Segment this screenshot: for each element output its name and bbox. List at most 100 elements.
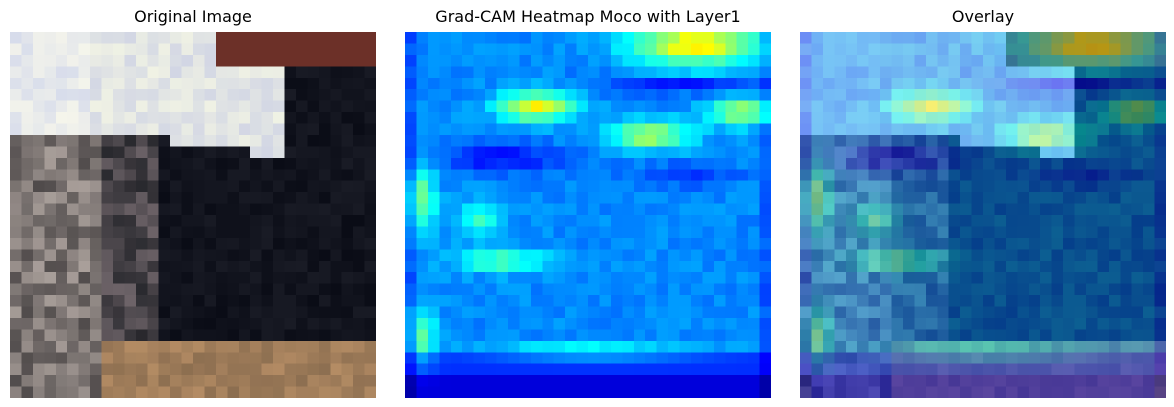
heatmap-cell [845,272,858,284]
heatmap-cell [925,352,938,364]
heatmap-cell [668,123,680,135]
heatmap-cell [565,375,577,387]
heatmap-cell [633,192,646,204]
heatmap-cell [800,100,812,113]
heatmap-cell [55,32,68,44]
heatmap-cell [44,329,56,341]
heatmap-cell [485,272,497,284]
heatmap-cell [834,283,846,296]
heatmap-cell [507,329,520,341]
heatmap-cell [937,295,949,307]
heatmap-cell [307,363,319,376]
heatmap-cell [238,306,251,318]
heatmap-cell [1051,295,1064,307]
heatmap-cell [702,249,714,261]
heatmap-cell [181,89,193,101]
heatmap-cell [44,123,56,135]
heatmap-cell [713,375,726,387]
heatmap-cell [948,317,961,330]
heatmap-cell [1085,237,1098,250]
heatmap-cell [204,226,216,238]
heatmap-cell [405,134,417,147]
heatmap-cell [1051,203,1064,215]
heatmap-cell [622,66,634,78]
heatmap-cell [845,340,858,353]
heatmap-cell [800,123,812,135]
heatmap-cell [44,66,56,78]
heatmap-cell [914,169,926,181]
heatmap-cell [1143,100,1155,113]
heatmap-cell [307,340,319,353]
heatmap-cell [439,260,451,273]
heatmap-cell [725,66,737,78]
heatmap-cell [450,43,463,55]
heatmap-cell [1028,146,1041,158]
heatmap-cell [530,192,543,204]
heatmap-cell [450,180,463,193]
heatmap-cell [10,192,22,204]
heatmap-cell [1154,363,1166,376]
heatmap-cell [307,295,319,307]
heatmap-cell [713,340,726,353]
heatmap-cell [90,43,102,55]
heatmap-cell [971,77,983,90]
heatmap-cell [994,272,1006,284]
heatmap-cell [307,100,319,113]
heatmap-cell [668,283,680,296]
heatmap-cell [124,306,136,318]
heatmap-cell [880,329,892,341]
heatmap-cell [1040,43,1052,55]
heatmap-cell [748,295,760,307]
heatmap-cell [10,169,22,181]
heatmap-cell [971,306,983,318]
heatmap-cell [364,329,376,341]
heatmap-cell [679,112,691,124]
heatmap-cell [204,43,216,55]
heatmap-cell [834,169,846,181]
heatmap-cell [112,77,125,90]
heatmap-cell [588,180,600,193]
heatmap-cell [295,112,308,124]
heatmap-cell [622,169,634,181]
heatmap-cell [845,66,858,78]
heatmap-cell [1028,272,1041,284]
heatmap-cell [622,226,634,238]
heatmap-cell [553,215,566,227]
heatmap-cell [273,237,285,250]
heatmap-cell [204,32,216,44]
heatmap-cell [341,89,354,101]
heatmap-cell [181,375,193,387]
heatmap-cell [668,66,680,78]
heatmap-cell [822,340,835,353]
heatmap-cell [427,317,440,330]
heatmap-cell [450,100,463,113]
heatmap-cell [971,89,983,101]
heatmap-cell [994,237,1006,250]
heatmap-cell [1017,295,1029,307]
heatmap-cell [318,329,331,341]
heatmap-cell [811,77,823,90]
heatmap-cell [914,134,926,147]
heatmap-cell [307,203,319,215]
heatmap-cell [610,180,623,193]
heatmap-cell [530,329,543,341]
heatmap-cell [462,352,474,364]
heatmap-cell [238,375,251,387]
heatmap-cell [702,375,714,387]
heatmap-cell [759,66,771,78]
heatmap-cell [857,89,869,101]
heatmap-cell [1028,123,1041,135]
heatmap-cell [124,89,136,101]
heatmap-cell [318,43,331,55]
panel-original: Original Image [10,0,376,407]
heatmap-cell [353,329,365,341]
heatmap-cell [147,317,159,330]
heatmap-cell [193,272,205,284]
heatmap-cell [450,340,463,353]
heatmap-cell [1028,43,1041,55]
heatmap-cell [1028,215,1041,227]
heatmap-cell [800,89,812,101]
heatmap-cell [822,134,835,147]
heatmap-cell [1040,375,1052,387]
heatmap-cell [1097,77,1109,90]
